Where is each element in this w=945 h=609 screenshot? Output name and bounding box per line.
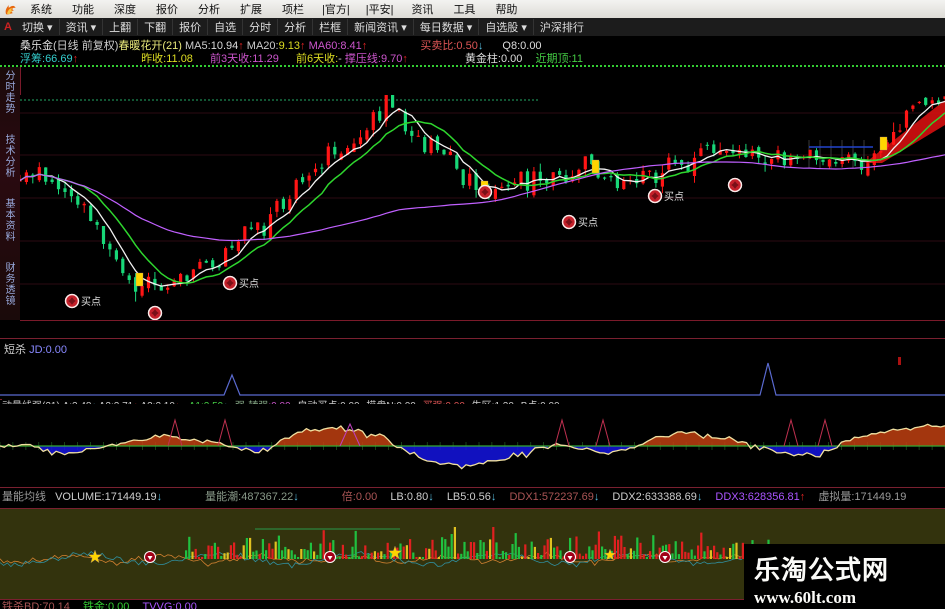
svg-text:买点: 买点 <box>664 191 684 203</box>
svg-text:买点: 买点 <box>578 217 598 229</box>
svg-text:买点: 买点 <box>81 296 101 308</box>
svg-text:买点: 买点 <box>239 278 259 290</box>
